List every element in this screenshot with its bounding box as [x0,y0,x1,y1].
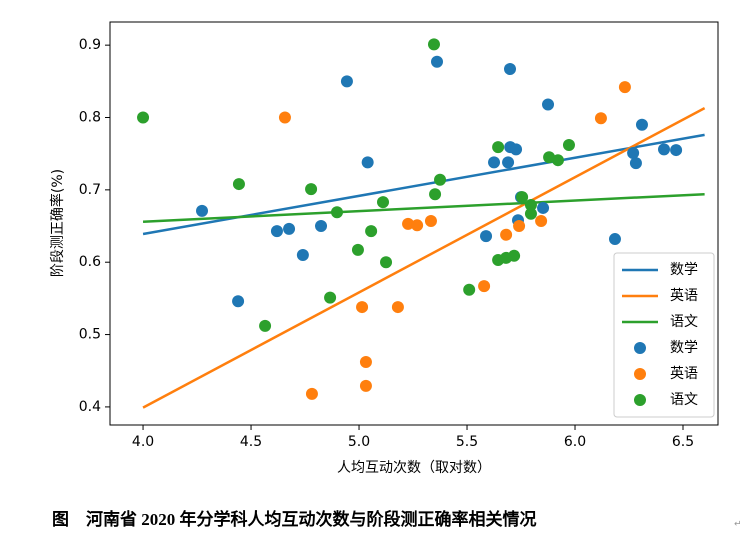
y-tick-label: 0.9 [79,37,101,53]
point [516,191,529,204]
point [434,173,447,186]
point [296,248,309,261]
fit-line [142,192,705,223]
point [278,111,291,124]
point [259,319,272,332]
point [427,38,440,51]
point [513,220,526,233]
point [424,214,437,227]
x-tick-label: 6.0 [564,434,586,450]
point [670,144,683,157]
point [356,301,369,314]
point [365,225,378,238]
point [488,156,501,169]
point [658,143,671,156]
point [562,138,575,151]
point [305,183,318,196]
point [411,219,424,232]
point [377,196,390,209]
legend-label: 数学 [670,262,698,278]
fit-line [142,133,705,236]
point [359,379,372,392]
y-tick-label: 0.7 [79,182,101,198]
x-tick-label: 4.0 [132,434,154,450]
point [524,199,537,212]
x-tick-label: 5.5 [456,434,478,450]
legend-box [613,252,715,418]
point [359,356,372,369]
legend-label: 语文 [670,314,698,330]
plot-frame [109,21,719,426]
legend-marker [634,342,646,354]
point [594,112,607,125]
point [429,188,442,201]
x-tick-label: 5.0 [348,434,370,450]
point [478,280,491,293]
point [283,222,296,235]
point [232,178,245,191]
point [537,201,550,214]
point [305,387,318,400]
point [361,156,374,169]
point [510,143,523,156]
legend-marker [634,368,646,380]
point [391,301,404,314]
point [137,111,150,124]
y-tick-label: 0.6 [79,254,101,270]
fit-line [142,106,706,409]
caption-mark: ↵ [734,520,742,530]
legend-label: 英语 [670,287,698,304]
point [340,75,353,88]
point [504,63,517,76]
point [431,55,444,68]
point [232,295,245,308]
legend-label: 英语 [670,365,698,382]
x-tick-label: 6.5 [672,434,694,450]
point [331,206,344,219]
point [463,283,476,296]
legend-marker [634,394,646,406]
caption: 图 河南省 2020 年分学科人均互动次数与阶段测正确率相关情况 [52,509,537,529]
point [608,233,621,246]
x-axis-label: 人均互动次数（取对数） [337,460,491,476]
point [629,157,642,170]
y-tick-label: 0.8 [79,110,101,126]
y-tick-label: 0.4 [79,399,101,415]
x-tick-label: 4.5 [240,434,262,450]
legend-label: 数学 [670,340,698,356]
point [324,291,337,304]
y-tick-label: 0.5 [79,327,101,343]
point [351,243,364,256]
point [380,256,393,269]
point [196,204,209,217]
point [635,118,648,131]
point [551,154,564,167]
legend-label: 语文 [670,392,698,408]
y-axis-label: 阶段测正确率(%) [49,169,66,277]
point [508,249,521,262]
point [627,146,640,159]
point [618,81,631,94]
point [535,214,548,227]
point [492,141,505,154]
point [270,225,283,238]
point [402,217,415,230]
point [500,228,513,241]
point [480,230,493,243]
point [502,156,515,169]
point [315,220,328,233]
point [524,207,537,220]
point [542,98,555,111]
